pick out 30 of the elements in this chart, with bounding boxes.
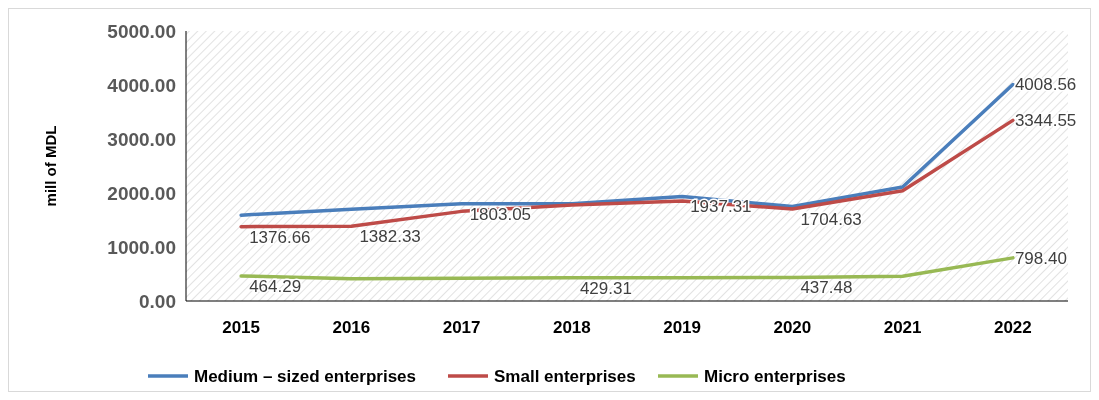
x-tick-label: 2020 <box>773 318 812 337</box>
legend-label: Medium – sized enterprises <box>194 366 417 386</box>
y-tick-label: 2000.00 <box>107 182 176 204</box>
y-tick-label: 1000.00 <box>107 236 176 258</box>
x-tick-label: 2019 <box>663 318 702 337</box>
data-label: 437.48 <box>800 278 853 298</box>
x-tick-label: 2017 <box>442 318 481 337</box>
x-tick-label: 2018 <box>552 318 591 337</box>
y-tick-label: 4000.00 <box>107 74 176 96</box>
x-tick-label: 2021 <box>883 318 922 337</box>
data-label: 1704.63 <box>800 209 862 229</box>
x-tick-label: 2022 <box>993 318 1032 337</box>
data-label: 464.29 <box>249 276 302 296</box>
data-label: 1382.33 <box>359 227 421 247</box>
data-label: 798.40 <box>1014 248 1067 268</box>
legend-label: Micro enterprises <box>704 366 846 386</box>
y-tick-label: 3000.00 <box>107 128 176 150</box>
data-label: 1803.05 <box>469 204 532 224</box>
data-label: 1376.66 <box>249 227 311 247</box>
x-tick-label: 2015 <box>222 318 261 337</box>
x-tick-label: 2016 <box>332 318 371 337</box>
line-series <box>239 118 1015 229</box>
y-tick-label: 0.00 <box>139 290 176 312</box>
y-axis-title: mill of MDL <box>42 125 59 207</box>
data-label: 429.31 <box>579 278 632 298</box>
data-label: 4008.56 <box>1014 75 1077 95</box>
data-label: 3344.55 <box>1014 111 1077 131</box>
legend-label: Small enterprises <box>494 366 636 386</box>
y-tick-label: 5000.00 <box>107 20 176 42</box>
line-series <box>239 256 1015 281</box>
